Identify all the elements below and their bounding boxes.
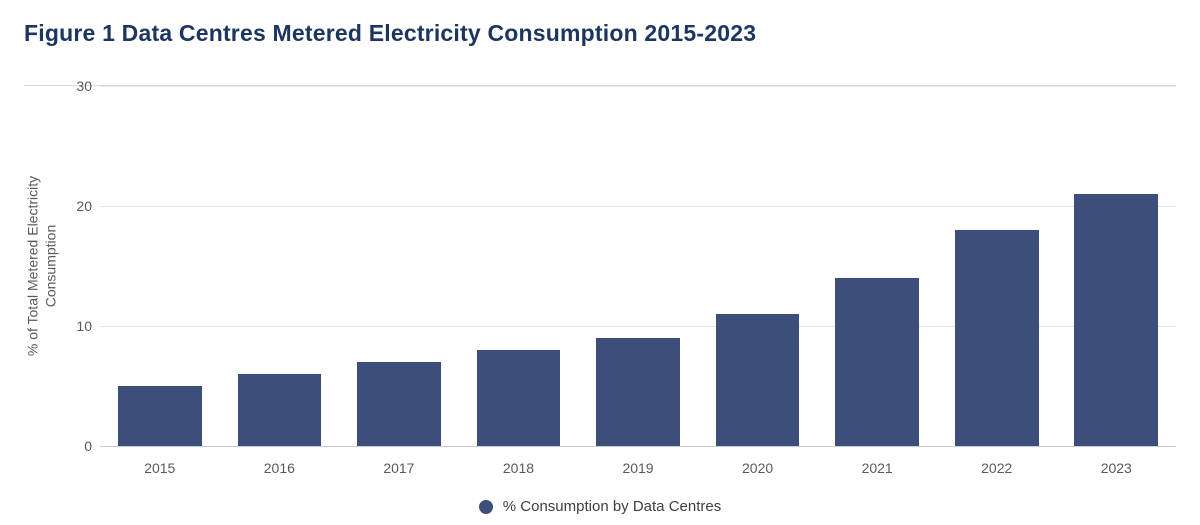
bars-group <box>100 86 1176 446</box>
figure-title: Figure 1 Data Centres Metered Electricit… <box>24 20 1176 57</box>
legend-label: % Consumption by Data Centres <box>503 498 721 515</box>
x-tick-label: 2015 <box>100 460 220 476</box>
y-tick-label: 30 <box>76 78 92 94</box>
chart-container: Figure 1 Data Centres Metered Electricit… <box>0 0 1200 525</box>
x-tick-label: 2018 <box>459 460 579 476</box>
bar-slot <box>937 86 1057 446</box>
bar-slot <box>220 86 340 446</box>
bar-slot <box>339 86 459 446</box>
bar-slot <box>1057 86 1177 446</box>
bar-slot <box>459 86 579 446</box>
bar <box>1074 194 1158 446</box>
x-axis-line <box>100 446 1176 447</box>
bar <box>835 278 919 446</box>
bar <box>955 230 1039 446</box>
legend: % Consumption by Data Centres <box>24 498 1176 515</box>
bar-slot <box>698 86 818 446</box>
x-tick-label: 2019 <box>578 460 698 476</box>
y-tick-label: 10 <box>76 318 92 334</box>
x-tick-label: 2022 <box>937 460 1057 476</box>
bar-slot <box>100 86 220 446</box>
x-tick-label: 2023 <box>1057 460 1177 476</box>
bar <box>596 338 680 446</box>
bar <box>357 362 441 446</box>
x-tick-label: 2021 <box>817 460 937 476</box>
legend-marker-icon <box>479 500 493 514</box>
x-tick-label: 2016 <box>220 460 340 476</box>
bar <box>716 314 800 446</box>
x-tick-label: 2020 <box>698 460 818 476</box>
bar-slot <box>578 86 698 446</box>
x-tick-label: 2017 <box>339 460 459 476</box>
y-tick-label: 20 <box>76 198 92 214</box>
x-axis-ticks: 201520162017201820192020202120222023 <box>100 446 1176 476</box>
y-axis-ticks: 0102030 <box>60 86 100 446</box>
bar <box>238 374 322 446</box>
y-axis-label: % of Total Metered ElectricityConsumptio… <box>25 176 60 356</box>
bar <box>118 386 202 446</box>
y-tick-label: 0 <box>84 438 92 454</box>
chart-plot-area: % of Total Metered ElectricityConsumptio… <box>24 86 1176 446</box>
bar <box>477 350 561 446</box>
bar-slot <box>817 86 937 446</box>
y-axis-label-block: % of Total Metered ElectricityConsumptio… <box>24 86 60 446</box>
plot-region <box>100 86 1176 446</box>
